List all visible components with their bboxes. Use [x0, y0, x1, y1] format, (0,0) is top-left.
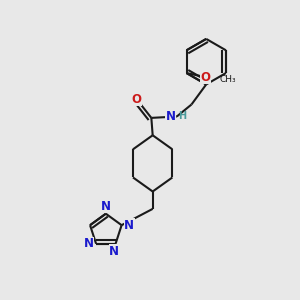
Text: N: N: [165, 110, 176, 123]
Text: H: H: [178, 111, 187, 121]
Text: CH₃: CH₃: [219, 75, 236, 84]
Text: O: O: [132, 93, 142, 106]
Text: N: N: [124, 219, 134, 232]
Text: N: N: [101, 200, 111, 213]
Text: O: O: [200, 70, 210, 84]
Text: N: N: [84, 237, 94, 250]
Text: N: N: [109, 245, 119, 258]
